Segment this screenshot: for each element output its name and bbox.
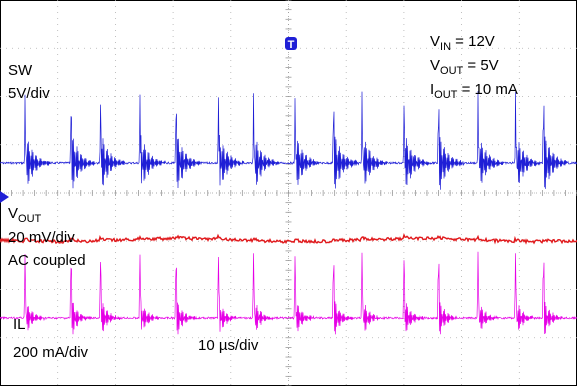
il-channel-scale: 200 mA/div [13,344,89,361]
vin-label: VIN = 12V [430,33,495,53]
trigger-marker-box [285,37,297,50]
iout-label: IOUT = 10 mA [430,81,518,101]
vout-channel-name: VOUT [8,205,42,225]
traces [0,91,577,335]
sw-channel-scale: 5V/div [8,85,50,102]
vout-trace [0,232,577,245]
vout-channel-coupling: AC coupled [8,252,86,269]
sw-trace [0,91,577,190]
trigger-marker-label: T [288,39,295,51]
sw-level-marker [0,191,9,203]
trigger-marker: T [285,37,297,51]
timebase-label: 10 µs/div [198,337,259,354]
sw-channel-name: SW [8,62,33,79]
vout-channel-scale: 20 mV/div [8,229,75,246]
il-channel-name: IL [13,316,26,333]
il-trace [0,251,577,335]
vout-condition-label: VOUT = 5V [430,57,499,77]
